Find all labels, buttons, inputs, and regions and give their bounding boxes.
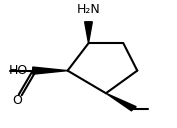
Polygon shape (33, 67, 68, 74)
Text: HO: HO (8, 64, 28, 77)
Text: H₂N: H₂N (77, 3, 100, 16)
Text: O: O (12, 94, 22, 107)
Polygon shape (85, 22, 92, 43)
Polygon shape (106, 93, 136, 111)
